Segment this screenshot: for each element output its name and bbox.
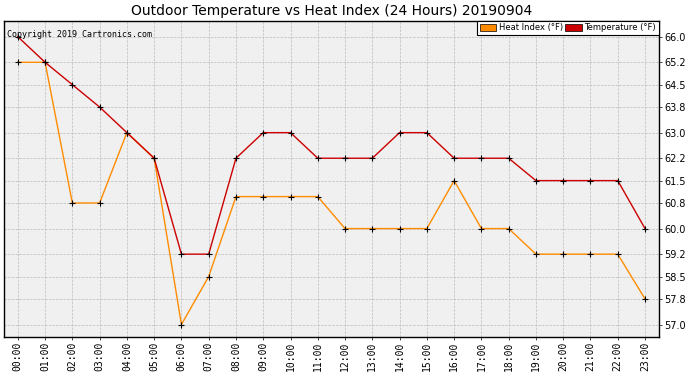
Title: Outdoor Temperature vs Heat Index (24 Hours) 20190904: Outdoor Temperature vs Heat Index (24 Ho… [131,4,532,18]
Legend: Heat Index (°F), Temperature (°F): Heat Index (°F), Temperature (°F) [477,21,659,35]
Text: Copyright 2019 Cartronics.com: Copyright 2019 Cartronics.com [8,30,152,39]
